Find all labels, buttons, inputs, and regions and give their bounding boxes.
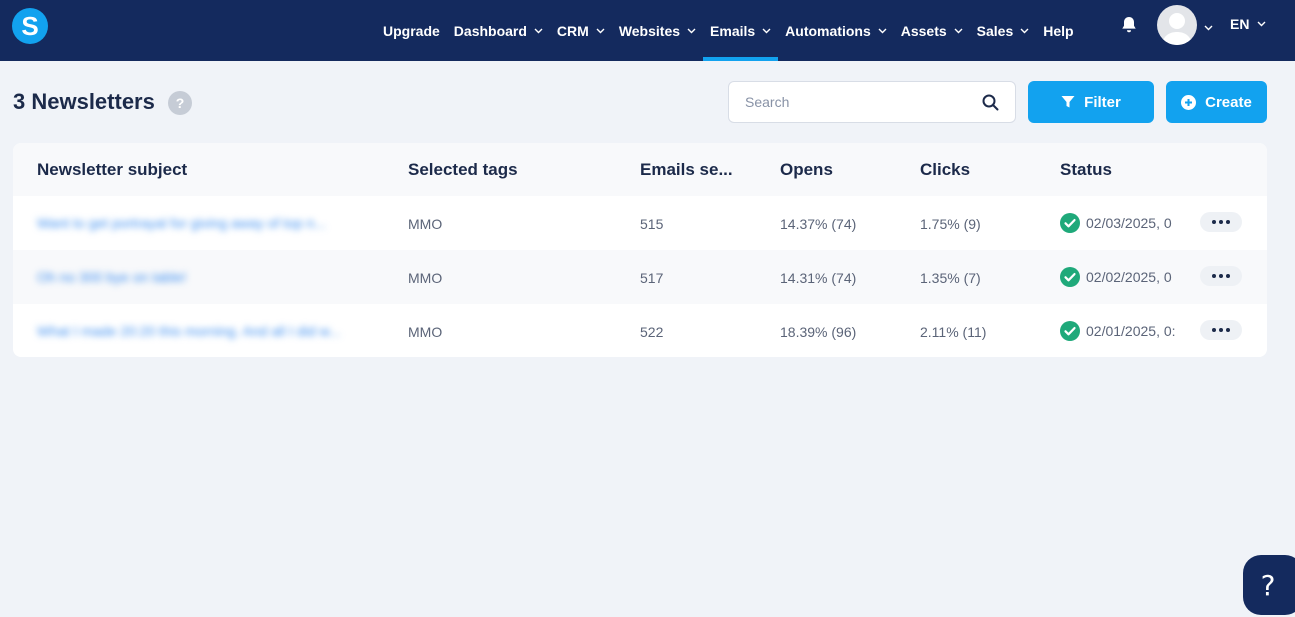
chevron-down-icon [1257, 21, 1266, 27]
dot [1226, 220, 1230, 224]
language-label: EN [1230, 16, 1250, 32]
dot [1226, 274, 1230, 278]
filter-button-label: Filter [1084, 93, 1121, 111]
status-date: 02/01/2025, 0: [1086, 323, 1176, 339]
nav-help-label: Help [1043, 22, 1074, 39]
chevron-down-icon [762, 28, 771, 34]
tags-cell: MMO [408, 324, 443, 340]
more-options-button[interactable] [1200, 320, 1242, 340]
question-mark-icon: ? [1260, 568, 1276, 602]
avatar[interactable] [1157, 5, 1197, 45]
nav-sales-label: Sales [976, 22, 1014, 39]
dot [1219, 328, 1223, 332]
nav-dashboard[interactable]: Dashboard [447, 0, 550, 61]
column-header-status[interactable]: Status [1060, 160, 1112, 179]
create-button[interactable]: Create [1166, 81, 1267, 123]
nav-upgrade-label: Upgrade [383, 22, 440, 39]
search-input[interactable] [745, 82, 975, 122]
nav-automations[interactable]: Automations [778, 0, 894, 61]
tags-cell: MMO [408, 270, 443, 286]
logo-letter-icon: S [21, 11, 38, 41]
main-nav: Upgrade Dashboard CRM Websites Emails Au… [376, 0, 1081, 61]
dot [1219, 274, 1223, 278]
check-circle-icon [1060, 321, 1080, 341]
chevron-down-icon [1020, 28, 1029, 34]
chevron-down-icon [534, 28, 543, 34]
status-date: 02/03/2025, 0 [1086, 215, 1172, 231]
brand-logo[interactable]: S [12, 8, 48, 44]
page-title: 3 Newsletters [13, 89, 155, 114]
status-cell: 02/03/2025, 0 [1060, 213, 1176, 233]
filter-button[interactable]: Filter [1028, 81, 1154, 123]
emails-sent-cell: 517 [640, 270, 664, 286]
dot [1212, 274, 1216, 278]
dot [1219, 220, 1223, 224]
dot [1226, 328, 1230, 332]
emails-sent-cell: 522 [640, 324, 664, 340]
language-selector[interactable]: EN [1230, 16, 1266, 32]
plus-circle-icon [1181, 94, 1197, 110]
nav-crm-label: CRM [556, 22, 589, 39]
nav-assets[interactable]: Assets [894, 0, 970, 61]
column-header-emails-sent[interactable]: Emails se... [640, 160, 733, 179]
chevron-down-icon [954, 28, 963, 34]
more-options-button[interactable] [1200, 212, 1242, 232]
nav-websites-label: Websites [618, 22, 681, 39]
nav-help[interactable]: Help [1036, 0, 1080, 61]
top-navigation-bar: S Upgrade Dashboard CRM Websites Emails … [0, 0, 1295, 61]
column-header-subject[interactable]: Newsletter subject [37, 160, 188, 179]
nav-emails[interactable]: Emails [703, 0, 779, 61]
nav-websites[interactable]: Websites [612, 0, 703, 61]
help-chat-button[interactable]: ? [1243, 555, 1295, 615]
chevron-down-icon [878, 28, 887, 34]
user-silhouette-icon [1162, 13, 1192, 45]
more-options-button[interactable] [1200, 266, 1242, 286]
newsletter-subject-link[interactable]: Want to get portrayal for giving away of… [37, 215, 326, 231]
nav-sales[interactable]: Sales [970, 0, 1037, 61]
dot [1212, 328, 1216, 332]
column-header-tags[interactable]: Selected tags [408, 160, 518, 179]
status-cell: 02/02/2025, 0 [1060, 267, 1176, 287]
status-cell: 02/01/2025, 0: [1060, 321, 1176, 341]
nav-automations-label: Automations [785, 22, 871, 39]
tags-cell: MMO [408, 216, 443, 232]
check-circle-icon [1060, 267, 1080, 287]
newsletter-subject-link[interactable]: Oh no 300 bye on table! [37, 269, 187, 285]
table-row[interactable]: What I made 20:20 this morning. And all … [13, 304, 1267, 357]
column-header-clicks[interactable]: Clicks [920, 160, 971, 179]
table-header: Newsletter subject Selected tags Emails … [13, 143, 1267, 196]
search-box [728, 81, 1016, 123]
dot [1212, 220, 1216, 224]
check-circle-icon [1060, 213, 1080, 233]
opens-cell: 14.37% (74) [780, 216, 857, 232]
newsletters-table: Newsletter subject Selected tags Emails … [13, 143, 1267, 357]
status-date: 02/02/2025, 0 [1086, 269, 1172, 285]
emails-sent-cell: 515 [640, 216, 664, 232]
bell-icon[interactable] [1119, 15, 1139, 35]
clicks-cell: 1.35% (7) [920, 270, 981, 286]
chevron-down-icon [596, 28, 605, 34]
nav-crm[interactable]: CRM [550, 0, 612, 61]
search-icon[interactable] [982, 94, 999, 116]
help-question-icon[interactable]: ? [168, 91, 192, 115]
newsletter-subject-link[interactable]: What I made 20:20 this morning. And all … [37, 323, 341, 339]
column-header-opens[interactable]: Opens [780, 160, 833, 179]
chevron-down-icon [687, 28, 696, 34]
chevron-down-icon[interactable] [1204, 18, 1213, 36]
table-row[interactable]: Want to get portrayal for giving away of… [13, 196, 1267, 250]
opens-cell: 18.39% (96) [780, 324, 857, 340]
nav-assets-label: Assets [900, 22, 947, 39]
filter-icon [1061, 96, 1075, 108]
nav-upgrade[interactable]: Upgrade [376, 0, 447, 61]
table-row[interactable]: Oh no 300 bye on table! MMO 517 14.31% (… [13, 250, 1267, 304]
nav-emails-label: Emails [710, 22, 756, 39]
clicks-cell: 2.11% (11) [920, 324, 987, 340]
nav-dashboard-label: Dashboard [453, 22, 527, 39]
clicks-cell: 1.75% (9) [920, 216, 981, 232]
create-button-label: Create [1205, 93, 1252, 111]
opens-cell: 14.31% (74) [780, 270, 857, 286]
svg-text:S: S [21, 11, 38, 41]
